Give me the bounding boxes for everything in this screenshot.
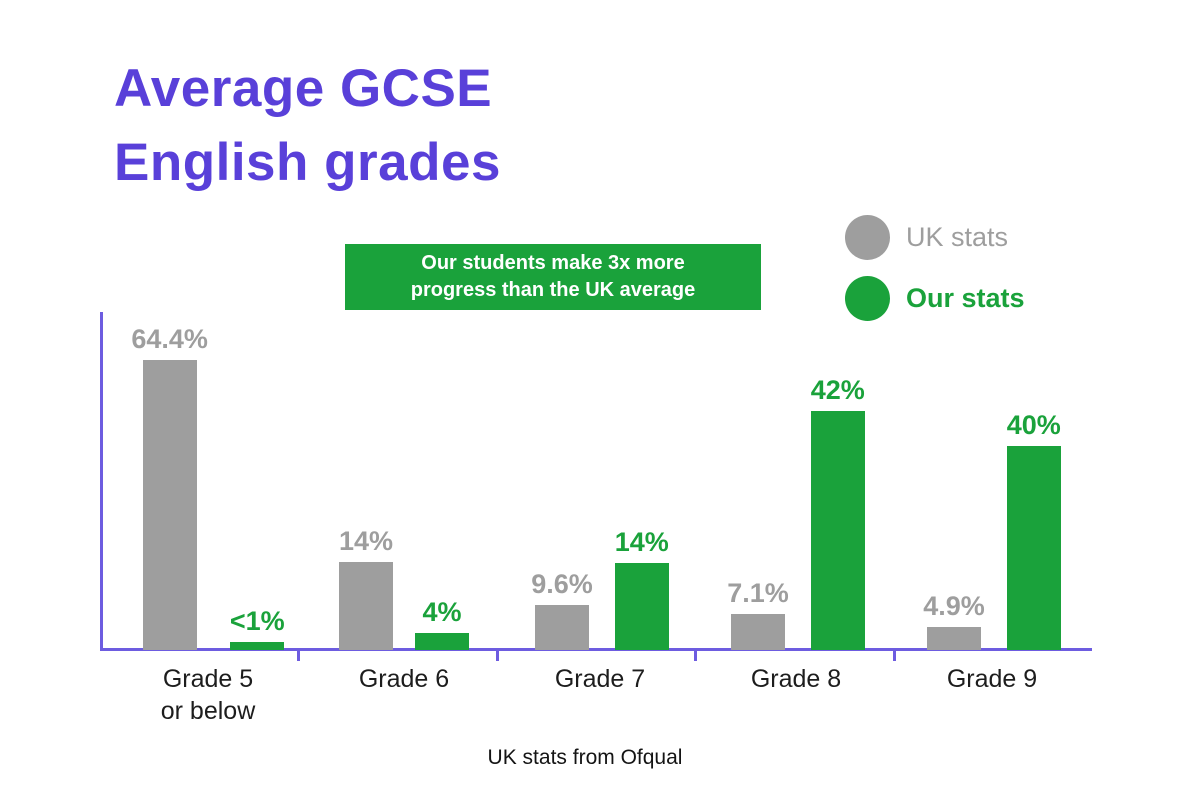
axis-tick [495,648,499,661]
callout-banner-line2: progress than the UK average [410,279,696,301]
x-axis-line [100,648,1092,651]
bar-group-grade-6: 14% 4% [306,526,502,650]
bar-pair: 14% 4% [339,526,470,650]
axis-tick [297,648,301,661]
bar-column-uk-stats: 9.6% [531,569,593,650]
source-note: UK stats from Ofqual [487,746,683,769]
bar-uk-stats-grade-5 [142,360,197,650]
legend-label-uk-stats: UK stats [906,222,1009,252]
category-label-grade-9: Grade 9 [946,665,1038,693]
chart-title-line1: Average GCSE [114,59,493,118]
bar-pair: 9.6% 14% [531,527,669,650]
bar-pair: 64.4% <1% [131,324,285,650]
bar-uk-stats-grade-8 [730,614,785,650]
bar-value-label-uk-stats: 64.4% [131,324,208,354]
uk-stats-swatch-icon [845,215,890,260]
our-stats-swatch-icon [845,276,890,321]
axis-tick [694,648,698,661]
bar-value-label-our-stats: <1% [229,606,285,636]
bar-column-our-stats: 14% [615,527,669,650]
bar-value-label-our-stats: 40% [1006,410,1061,440]
bar-group-grade-8: 7.1% 42% [698,375,894,650]
bar-pair: 7.1% 42% [727,375,865,650]
legend-item-uk-stats: UK stats [845,215,1025,260]
legend: UK stats Our stats [845,215,1025,337]
y-axis-line [100,312,103,650]
bar-value-label-uk-stats: 7.1% [727,578,789,608]
bar-column-our-stats: 4% [415,597,470,650]
bar-column-our-stats: 40% [1007,410,1061,650]
bar-chart: 64.4% <1% 14% 4% 9.6% 14% 7.1% 42% 4.9% 40% [110,300,1090,650]
category-label-grade-5: Grade 5 or below [160,665,256,725]
bar-our-stats-grade-7 [614,563,669,650]
callout-banner-line1: Our students make 3x more [421,252,685,274]
bar-value-label-uk-stats: 14% [338,526,394,556]
axis-tick [892,648,896,661]
bar-column-our-stats: 42% [811,375,865,650]
bar-column-uk-stats: 4.9% [923,591,985,650]
category-label-grade-6: Grade 6 [358,665,450,693]
bar-value-label-uk-stats: 4.9% [923,591,985,621]
callout-banner: Our students make 3x more progress than … [345,244,761,310]
bar-value-label-our-stats: 42% [810,375,865,405]
bar-uk-stats-grade-6 [338,562,393,650]
category-axis-labels: Grade 5 or below Grade 6 Grade 7 Grade 8 Grad… [110,663,1090,727]
legend-label-our-stats: Our stats [906,283,1025,313]
legend-item-our-stats: Our stats [845,276,1025,321]
bar-pair: 4.9% 40% [923,410,1061,650]
bar-column-uk-stats: 64.4% [131,324,208,650]
bar-value-label-our-stats: 4% [422,597,462,627]
bar-uk-stats-grade-7 [534,605,589,650]
bar-group-grade-5: 64.4% <1% [110,324,306,650]
bar-column-our-stats: <1% [230,606,285,650]
bar-value-label-our-stats: 14% [614,527,669,557]
chart-title-line2: English grades [114,133,501,192]
bar-group-grade-9: 4.9% 40% [894,410,1090,650]
bar-column-uk-stats: 7.1% [727,578,789,650]
bar-value-label-uk-stats: 9.6% [531,569,593,599]
bar-column-uk-stats: 14% [339,526,393,650]
category-label-grade-8: Grade 8 [750,665,842,693]
bar-our-stats-grade-5 [230,642,285,650]
bar-our-stats-grade-8 [810,411,865,650]
bar-uk-stats-grade-9 [926,627,981,650]
category-label-grade-7: Grade 7 [554,665,646,693]
bar-our-stats-grade-6 [415,633,470,650]
chart-title: Average GCSE English grades [114,52,501,200]
bar-our-stats-grade-9 [1006,446,1061,650]
bar-group-grade-7: 9.6% 14% [502,527,698,650]
